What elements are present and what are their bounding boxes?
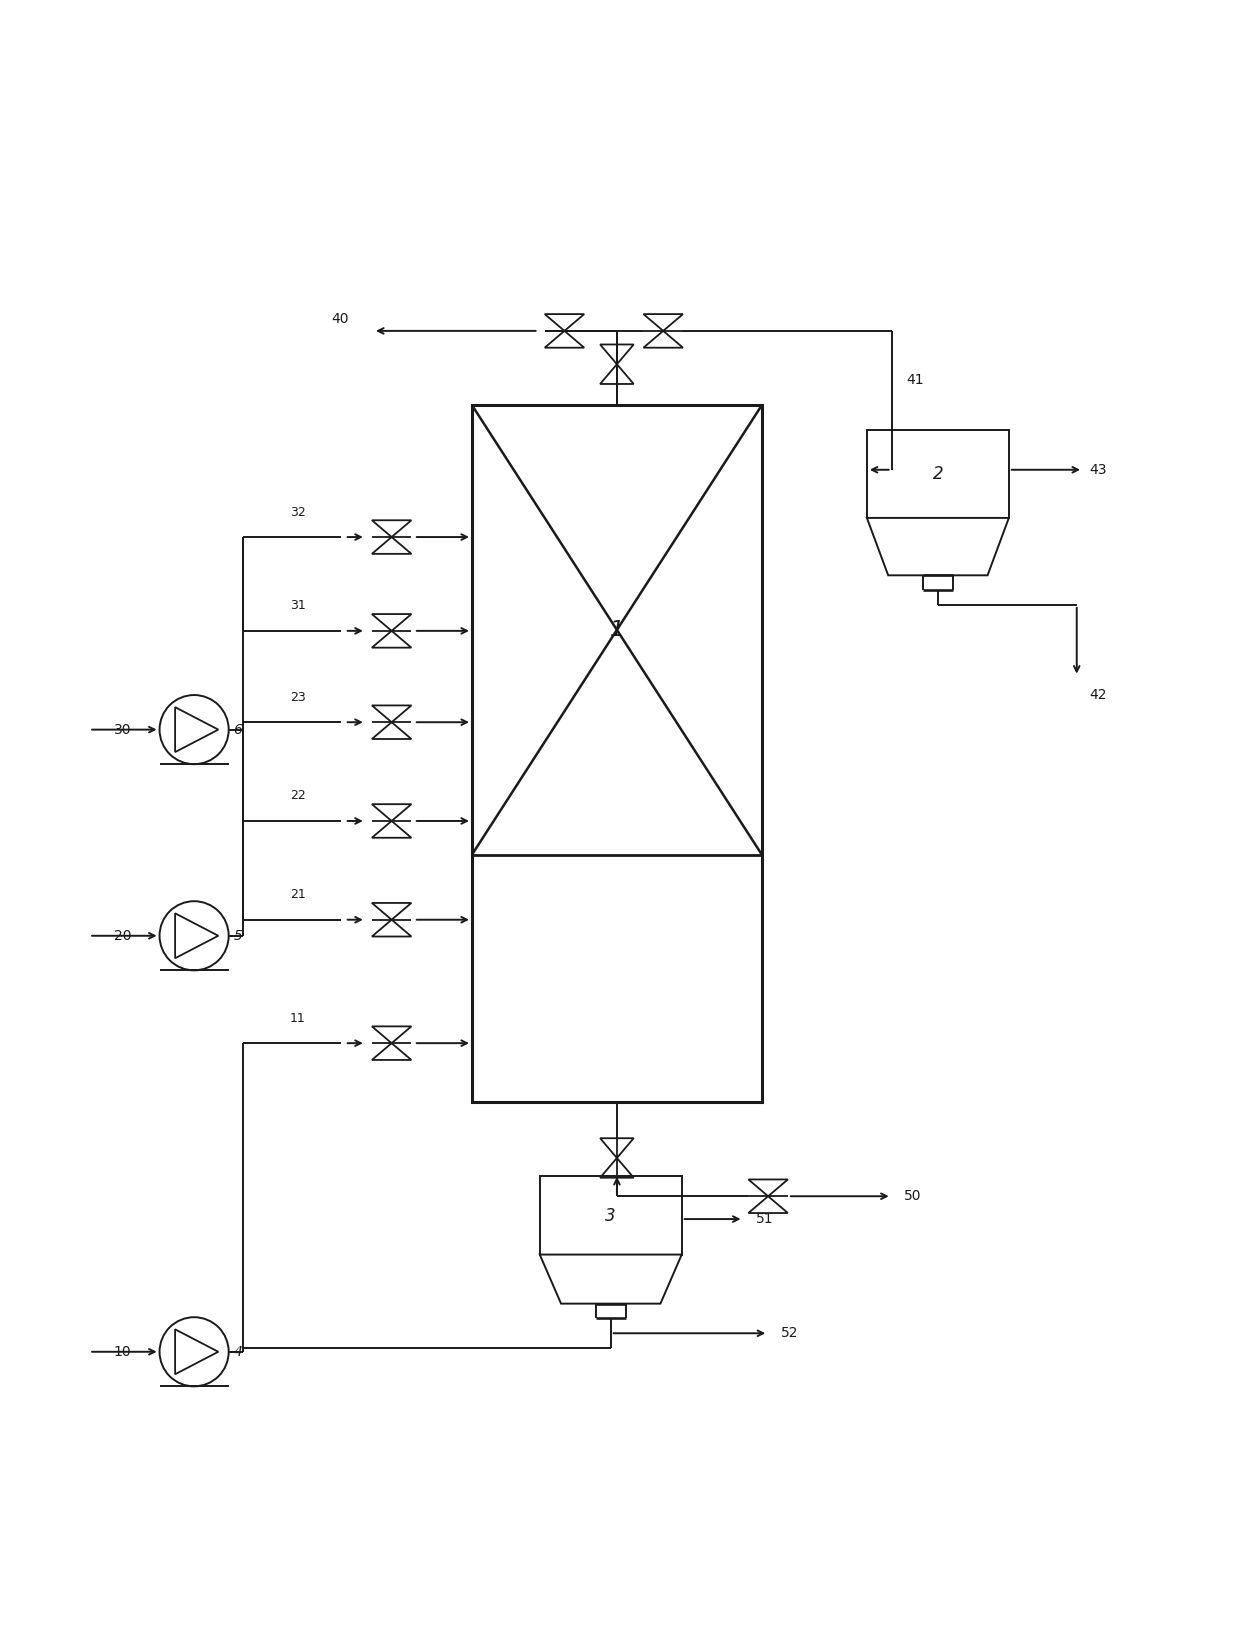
Text: 52: 52 bbox=[780, 1326, 799, 1341]
Bar bbox=[472, 404, 761, 1102]
Bar bbox=[867, 429, 1009, 517]
Text: 40: 40 bbox=[331, 311, 348, 326]
Text: 51: 51 bbox=[756, 1211, 774, 1226]
Text: 22: 22 bbox=[290, 789, 306, 802]
Text: 10: 10 bbox=[114, 1344, 131, 1359]
Polygon shape bbox=[539, 1254, 682, 1303]
Text: 3: 3 bbox=[605, 1206, 616, 1224]
Text: 32: 32 bbox=[290, 506, 306, 519]
Text: 4: 4 bbox=[233, 1344, 243, 1359]
Text: 5: 5 bbox=[233, 928, 243, 943]
Text: 31: 31 bbox=[290, 599, 306, 612]
Text: 41: 41 bbox=[906, 373, 924, 388]
Text: 20: 20 bbox=[114, 928, 131, 943]
Text: 30: 30 bbox=[114, 722, 131, 737]
Text: 2: 2 bbox=[932, 465, 944, 483]
Text: 42: 42 bbox=[1089, 688, 1106, 702]
Text: 11: 11 bbox=[290, 1012, 306, 1025]
Text: 6: 6 bbox=[233, 722, 243, 737]
Text: 1: 1 bbox=[610, 620, 624, 640]
Text: 43: 43 bbox=[1089, 463, 1106, 476]
Text: 23: 23 bbox=[290, 691, 306, 704]
Text: 21: 21 bbox=[290, 889, 306, 902]
Text: 50: 50 bbox=[904, 1188, 921, 1203]
Bar bbox=[539, 1177, 682, 1254]
Polygon shape bbox=[867, 517, 1009, 575]
